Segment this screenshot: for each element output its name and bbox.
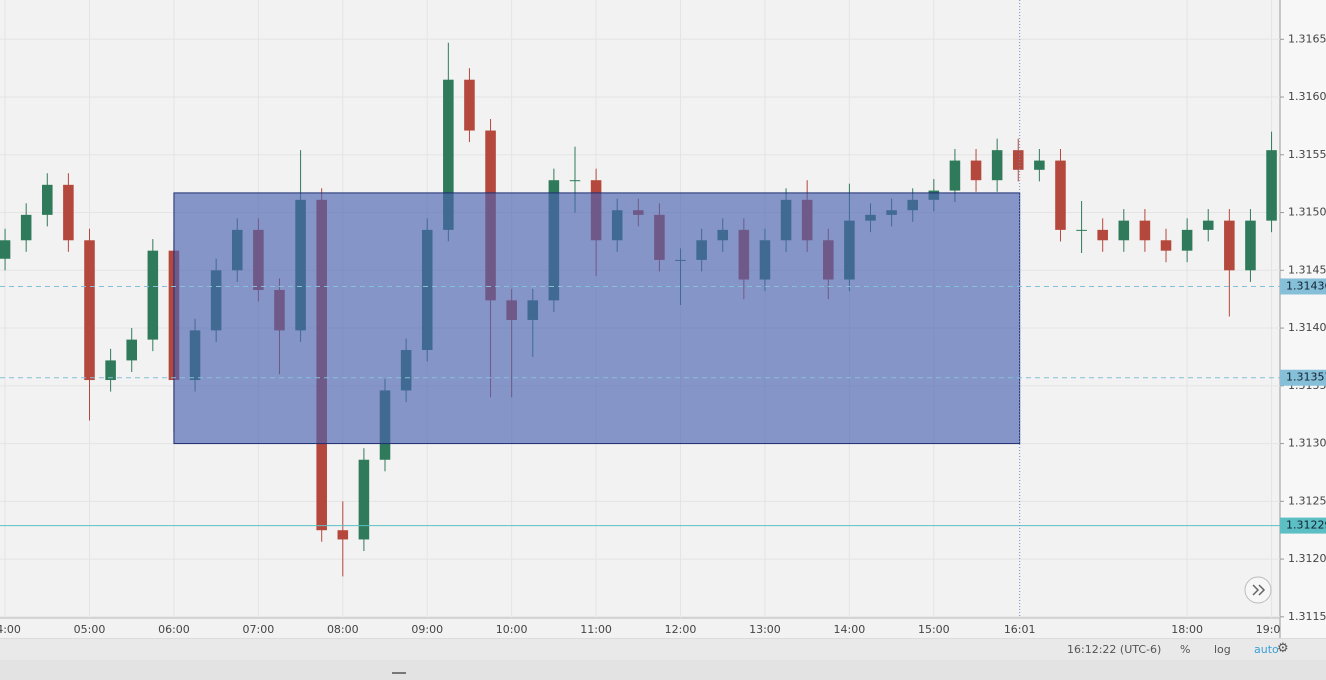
price-line-label-box bbox=[1280, 278, 1326, 295]
x-tick-label: 11:00 bbox=[580, 623, 612, 636]
plot: 04:00 05:00 06:00 07:00 08:00 09:00 10:00 11:00… bbox=[0, 0, 1288, 637]
candle-body bbox=[991, 150, 1003, 181]
candle-body bbox=[1076, 229, 1087, 231]
x-tick-label: 15:00 bbox=[918, 623, 950, 636]
x-tick-label: 12:00 bbox=[665, 623, 697, 636]
candle-body bbox=[1224, 220, 1235, 271]
log-toggle[interactable]: log bbox=[1214, 643, 1231, 656]
x-tick-label: 19:00 bbox=[1256, 623, 1288, 636]
percent-toggle[interactable]: % bbox=[1180, 643, 1191, 656]
range-rectangle bbox=[173, 192, 1021, 445]
candle-body bbox=[1097, 229, 1108, 241]
auto-toggle[interactable]: auto bbox=[1254, 643, 1279, 656]
chart: 04:00 05:00 06:00 07:00 08:00 09:00 10:00 11:00… bbox=[0, 0, 1326, 638]
bottom-strip bbox=[0, 660, 1326, 680]
price-axis: 1.311501.312001.312501.313001.313501.314… bbox=[1280, 32, 1326, 623]
handle bbox=[392, 672, 406, 674]
x-tick-label: 04:00 bbox=[0, 623, 21, 636]
candle-body bbox=[1245, 220, 1256, 271]
y-tick-label: 1.31250 bbox=[1288, 494, 1326, 507]
price-line-label-box bbox=[1280, 369, 1326, 386]
candle-body bbox=[337, 530, 349, 540]
candle-body bbox=[1160, 240, 1172, 251]
candle-body bbox=[84, 240, 95, 381]
y-tick-label: 1.31550 bbox=[1288, 148, 1326, 161]
candle-body bbox=[126, 339, 137, 361]
toolbar: 16:12:22 (UTC-6) % log auto ⚙ bbox=[0, 638, 1326, 661]
candle-body bbox=[63, 184, 74, 241]
candle-body bbox=[464, 79, 475, 131]
x-tick-label: 10:00 bbox=[496, 623, 528, 636]
scroll-button[interactable] bbox=[1244, 576, 1272, 604]
candle-body bbox=[42, 184, 53, 215]
y-tick-label: 1.31600 bbox=[1288, 90, 1326, 103]
y-tick-label: 1.31500 bbox=[1288, 206, 1326, 219]
candle-body bbox=[1034, 160, 1045, 170]
x-tick-label: 06:00 bbox=[158, 623, 190, 636]
y-tick-label: 1.31300 bbox=[1288, 437, 1326, 450]
y-tick-label: 1.31450 bbox=[1288, 263, 1326, 276]
candle-body bbox=[20, 214, 32, 241]
x-tick-label: 13:00 bbox=[749, 623, 781, 636]
candle-body bbox=[105, 360, 116, 381]
price-line-label: 1.31436 bbox=[1286, 279, 1326, 292]
candle-body bbox=[0, 240, 11, 259]
y-tick-label: 1.31650 bbox=[1288, 32, 1326, 45]
y-tick-label: 1.31150 bbox=[1288, 610, 1326, 623]
candle-body bbox=[1055, 160, 1066, 230]
x-tick-label: 18:00 bbox=[1171, 623, 1203, 636]
y-tick-label: 1.31400 bbox=[1288, 321, 1326, 334]
crosshair-label-box bbox=[1001, 621, 1038, 637]
clock: 16:12:22 (UTC-6) bbox=[1067, 643, 1162, 656]
candle-body bbox=[1118, 220, 1130, 241]
price-line-label: 1.31229 bbox=[1286, 519, 1326, 532]
candle-body bbox=[1012, 150, 1024, 170]
price-line-label: 1.31357 bbox=[1286, 371, 1326, 384]
settings[interactable]: ⚙ bbox=[1277, 641, 1289, 656]
candle-body bbox=[949, 160, 961, 191]
candle-body bbox=[1266, 150, 1277, 221]
candle-body bbox=[147, 250, 159, 340]
x-tick-label: 05:00 bbox=[74, 623, 106, 636]
candle-body bbox=[1181, 229, 1193, 251]
candle-body bbox=[443, 79, 454, 230]
candle-body bbox=[1139, 220, 1151, 241]
candle-body bbox=[569, 180, 581, 182]
x-tick-label: 07:00 bbox=[243, 623, 275, 636]
x-tick-label: 09:00 bbox=[411, 623, 443, 636]
candle-body bbox=[358, 459, 370, 540]
crosshair-label: 16:01 bbox=[1004, 623, 1036, 636]
price-line-label-box bbox=[1280, 517, 1326, 534]
candle-body bbox=[970, 160, 982, 181]
x-tick-label: 14:00 bbox=[834, 623, 866, 636]
y-tick-label: 1.31200 bbox=[1288, 552, 1326, 565]
x-tick-label: 08:00 bbox=[327, 623, 359, 636]
candle-body bbox=[1202, 220, 1214, 230]
